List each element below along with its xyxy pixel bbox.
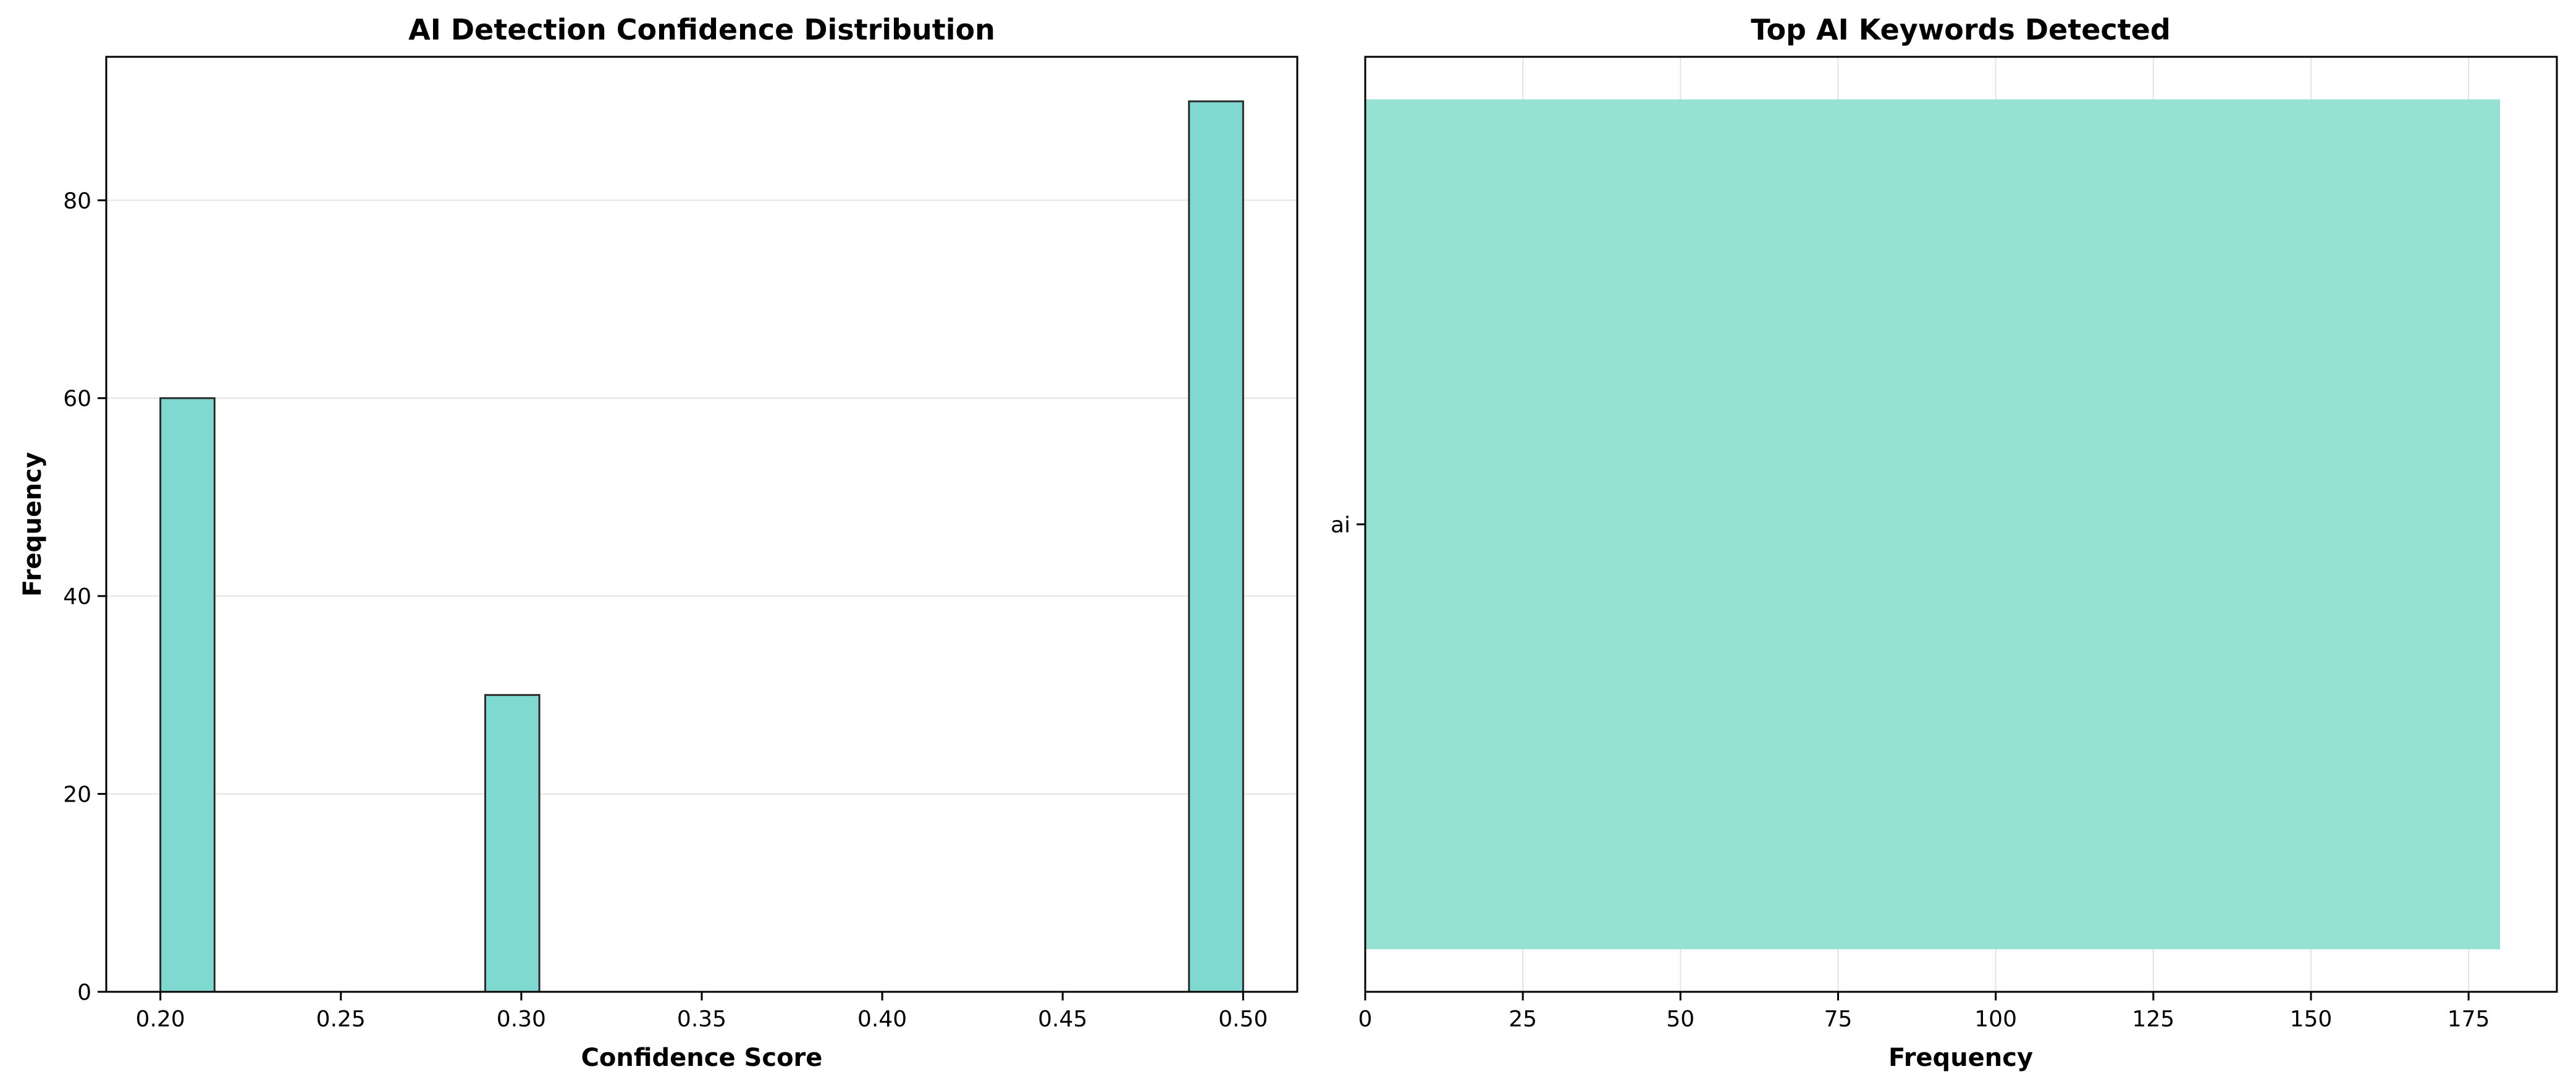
histogram-y-tick-label: 60	[63, 387, 91, 412]
histogram-x-tick-label: 0.50	[1218, 1007, 1268, 1032]
keywords-x-tick-label: 125	[2132, 1007, 2174, 1032]
keywords-y-ticks: ai	[1331, 513, 1365, 538]
histogram-x-tick-label: 0.45	[1038, 1007, 1087, 1032]
histogram-y-tick-label: 40	[63, 584, 91, 610]
keywords-x-tick-label: 50	[1666, 1007, 1694, 1032]
keywords-x-ticks: 0 25 50 75 100 125 150 175	[1358, 992, 2490, 1032]
keywords-x-tick-label: 75	[1824, 1007, 1853, 1032]
keywords-panel: 0 25 50 75 100 125 150 175 ai Top AI Keywords D…	[1331, 13, 2558, 1072]
keywords-x-tick-label: 150	[2290, 1007, 2333, 1032]
histogram-panel: 0.20 0.25 0.30 0.35 0.40 0.45 0.50 0 20 40 60 80 A…	[19, 13, 1299, 1072]
histogram-y-tick-label: 20	[63, 782, 91, 808]
keywords-x-tick-label: 0	[1358, 1007, 1373, 1032]
keywords-x-tick-label: 100	[1974, 1007, 2017, 1032]
keywords-x-axis-label: Frequency	[1888, 1044, 2033, 1072]
histogram-x-axis-label: Confidence Score	[581, 1044, 823, 1072]
keywords-bar	[1365, 99, 2501, 950]
histogram-x-tick-label: 0.30	[497, 1007, 546, 1032]
histogram-x-ticks: 0.20 0.25 0.30 0.35 0.40 0.45 0.50	[136, 992, 1268, 1032]
keywords-x-tick-label: 25	[1509, 1007, 1537, 1032]
histogram-bars	[159, 100, 1244, 993]
histogram-bar	[159, 397, 216, 993]
histogram-x-tick-label: 0.20	[136, 1007, 185, 1032]
histogram-y-ticks: 0 20 40 60 80	[63, 188, 106, 1005]
keywords-y-tick-label: ai	[1331, 513, 1350, 538]
keywords-bars	[1365, 99, 2501, 950]
histogram-x-tick-label: 0.25	[316, 1007, 366, 1032]
histogram-bar	[1188, 100, 1244, 993]
histogram-y-axis-label: Frequency	[19, 452, 47, 597]
histogram-x-tick-label: 0.35	[677, 1007, 726, 1032]
keywords-title: Top AI Keywords Detected	[1751, 13, 2171, 46]
histogram-title: AI Detection Confidence Distribution	[408, 13, 995, 46]
histogram-bar	[484, 694, 541, 993]
histogram-x-tick-label: 0.40	[857, 1007, 907, 1032]
keywords-x-tick-label: 175	[2448, 1007, 2490, 1032]
histogram-y-tick-label: 0	[77, 980, 91, 1005]
histogram-y-tick-label: 80	[63, 188, 91, 214]
